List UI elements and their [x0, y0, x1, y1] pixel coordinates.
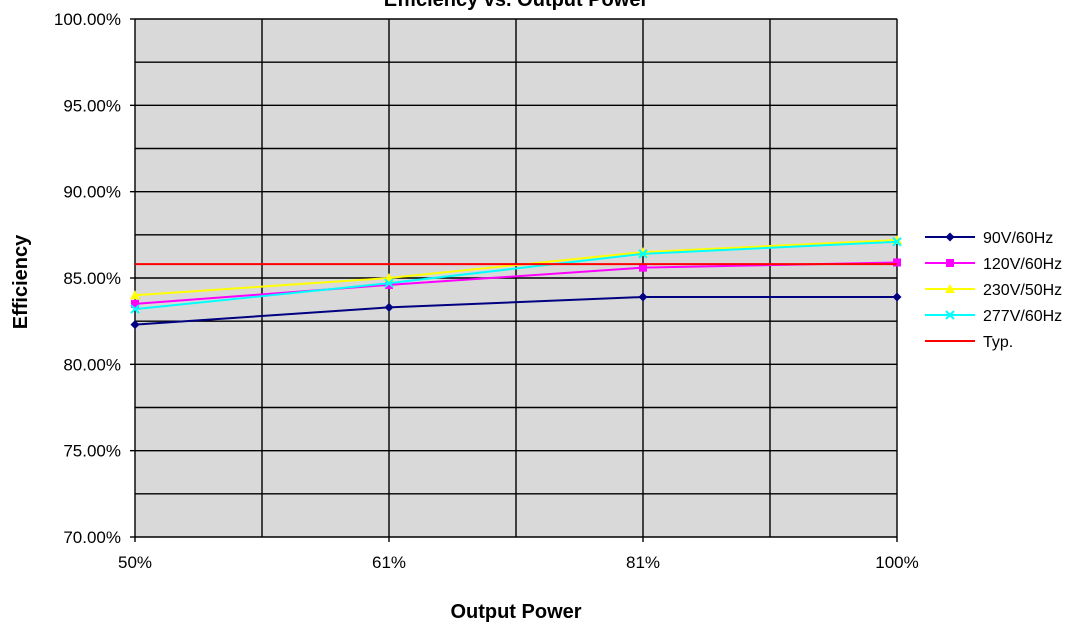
- x-tick-labels: 50% 61% 81% 100%: [118, 553, 919, 572]
- data-point: [892, 292, 902, 302]
- series-line: [134, 240, 898, 311]
- y-tick-label: 85.00%: [63, 269, 121, 288]
- x-tick-label: 61%: [372, 553, 406, 572]
- gridlines: [130, 18, 898, 542]
- data-point: [946, 259, 954, 267]
- data-point: [385, 280, 393, 289]
- legend-item: Typ.: [925, 334, 1013, 351]
- y-tick-label: 100.00%: [54, 10, 121, 29]
- series-lines: [130, 235, 902, 330]
- data-point: [130, 320, 140, 330]
- legend-label: 90V/60Hz: [983, 230, 1053, 247]
- series-90v-60hz: [130, 292, 902, 330]
- legend-item: 230V/50Hz: [925, 282, 1062, 299]
- y-tick-labels: 70.00% 75.00% 80.00% 85.00% 90.00% 95.00% 100.…: [54, 10, 121, 547]
- data-point: [384, 302, 394, 312]
- series-line: [134, 295, 897, 326]
- data-point: [130, 304, 140, 314]
- data-point: [638, 249, 648, 259]
- data-point: [639, 263, 647, 272]
- legend-item: 277V/60Hz: [925, 308, 1062, 325]
- x-tick-label: 100%: [875, 553, 918, 572]
- y-tick-label: 75.00%: [63, 442, 121, 461]
- y-tick-label: 70.00%: [63, 528, 121, 547]
- legend-label: Typ.: [983, 334, 1013, 351]
- data-point: [893, 258, 901, 267]
- y-axis-label: Efficiency: [10, 234, 32, 329]
- y-tick-label: 90.00%: [63, 183, 121, 202]
- x-tick-label: 81%: [626, 553, 660, 572]
- legend-item: 90V/60Hz: [925, 230, 1053, 247]
- data-point: [892, 237, 902, 247]
- x-tick-label: 50%: [118, 553, 152, 572]
- data-point: [945, 284, 955, 293]
- data-point: [638, 292, 648, 302]
- legend-label: 120V/60Hz: [983, 256, 1062, 273]
- chart-title: Efficiency vs. Output Power: [384, 0, 649, 11]
- legend-item: 120V/60Hz: [925, 256, 1062, 273]
- y-tick-label: 80.00%: [63, 355, 121, 374]
- x-axis-label: Output Power: [450, 601, 581, 623]
- data-point: [130, 290, 140, 300]
- data-point: [945, 310, 955, 320]
- legend-label: 277V/60Hz: [983, 308, 1062, 325]
- data-point: [131, 299, 139, 308]
- legend-label: 230V/50Hz: [983, 282, 1062, 299]
- series-277v-60hz: [130, 237, 902, 314]
- legend: 90V/60Hz 120V/60Hz 230V/50Hz 277V/60Hz Typ.: [925, 230, 1062, 351]
- y-tick-label: 95.00%: [63, 96, 121, 115]
- data-point: [384, 278, 394, 288]
- data-point: [945, 232, 955, 242]
